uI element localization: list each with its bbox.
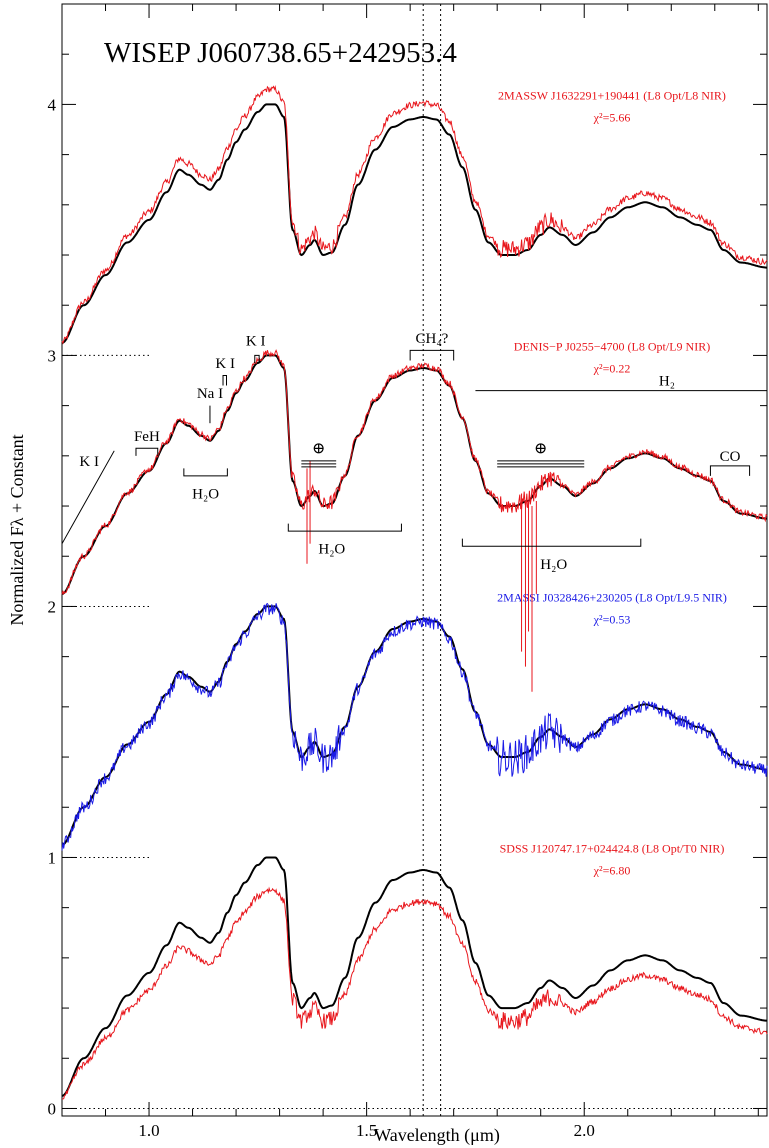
y-tick-label: 3 [48,346,57,365]
comparison-panel: 2MASSI J0328426+230205 (L8 Opt/L9.5 NIR)… [61,590,768,851]
comparison-panel: SDSS J120747.17+024424.8 (L8 Opt/T0 NIR)… [61,841,768,1100]
water-band-label: H₂O [318,542,345,558]
plot-border [61,3,768,1117]
plot-frame: 1.0 1.5 2.0 0 1 2 3 4 [48,3,768,1140]
feature-label: K I [246,333,266,349]
comparison-spectrum-line [61,349,768,596]
feature-annotations: K I FeH Na I K I K I CH₄? H₂ CO H₂O H₂O H₂O ⊕ ⊕ [61,331,767,573]
y-axis-label: Normalized Fλ + Constant [7,434,27,625]
comparison-panel: DENIS−P J0255−4700 (L8 Opt/L9 NIR) χ²=0.2… [61,339,768,596]
comparison-panel: 2MASSW J1632291+190441 (L8 Opt/L8 NIR) χ²… [61,84,768,345]
water-band-label: H₂O [540,557,567,573]
telluric-symbol: ⊕ [312,440,325,457]
chart-labels: WISEP J060738.65+242953.4 Wavelength (μm… [7,37,500,1146]
comparison-spectrum-line [61,602,768,851]
reference-lines [62,4,767,1116]
x-tick-label: 1.0 [138,1121,159,1140]
target-spectrum-line [61,605,767,846]
feature-label: K I [79,454,99,470]
series-name-label: 2MASSI J0328426+230205 (L8 Opt/L9.5 NIR) [497,590,727,604]
comparison-spectrum-line [61,84,768,345]
telluric-symbol: ⊕ [534,440,547,457]
feature-label: CO [720,449,741,465]
feature-label: CH₄? [416,331,449,347]
chi-square-label: χ²=0.53 [593,612,631,626]
target-spectrum-line [61,103,767,344]
water-band-label: H₂O [192,487,219,503]
h2o-bracket [461,538,642,547]
ch4-bracket [409,349,455,361]
spectra: 2MASSW J1632291+190441 (L8 Opt/L8 NIR) χ²… [61,84,768,1100]
target-spectrum-line [61,354,767,595]
x-axis-label: Wavelength (μm) [374,1125,500,1146]
series-name-label: SDSS J120747.17+024424.8 (L8 Opt/T0 NIR) [500,841,725,855]
y-tick-label: 0 [48,1099,57,1118]
feature-label: K I [215,356,235,372]
target-spectrum-line [61,856,767,1097]
feature-label: FeH [134,429,160,445]
x-tick-label: 1.5 [356,1121,377,1140]
chart-title: WISEP J060738.65+242953.4 [104,37,457,69]
comparison-spectrum-line [61,886,768,1100]
y-tick-label: 2 [48,597,57,616]
series-name-label: DENIS−P J0255−4700 (L8 Opt/L9 NIR) [514,339,710,353]
h2o-bracket [287,523,402,532]
ki-bracket [254,354,260,363]
ki-bracket [222,375,227,386]
x-tick-label: 2.0 [574,1121,595,1140]
feature-label: Na I [197,386,223,402]
feature-label: H₂ [659,374,675,390]
chi-square-label: χ²=0.22 [593,361,631,375]
chi-square-label: χ²=6.80 [593,863,631,877]
y-tick-label: 4 [48,95,57,114]
h2o-bracket [183,468,228,477]
co-bracket [709,465,751,476]
series-name-label: 2MASSW J1632291+190441 (L8 Opt/L8 NIR) [498,88,726,102]
ki-bracket [61,450,115,544]
y-tick-label: 1 [48,848,57,867]
feh-bracket [135,447,159,456]
chi-square-label: χ²=5.66 [593,110,631,124]
